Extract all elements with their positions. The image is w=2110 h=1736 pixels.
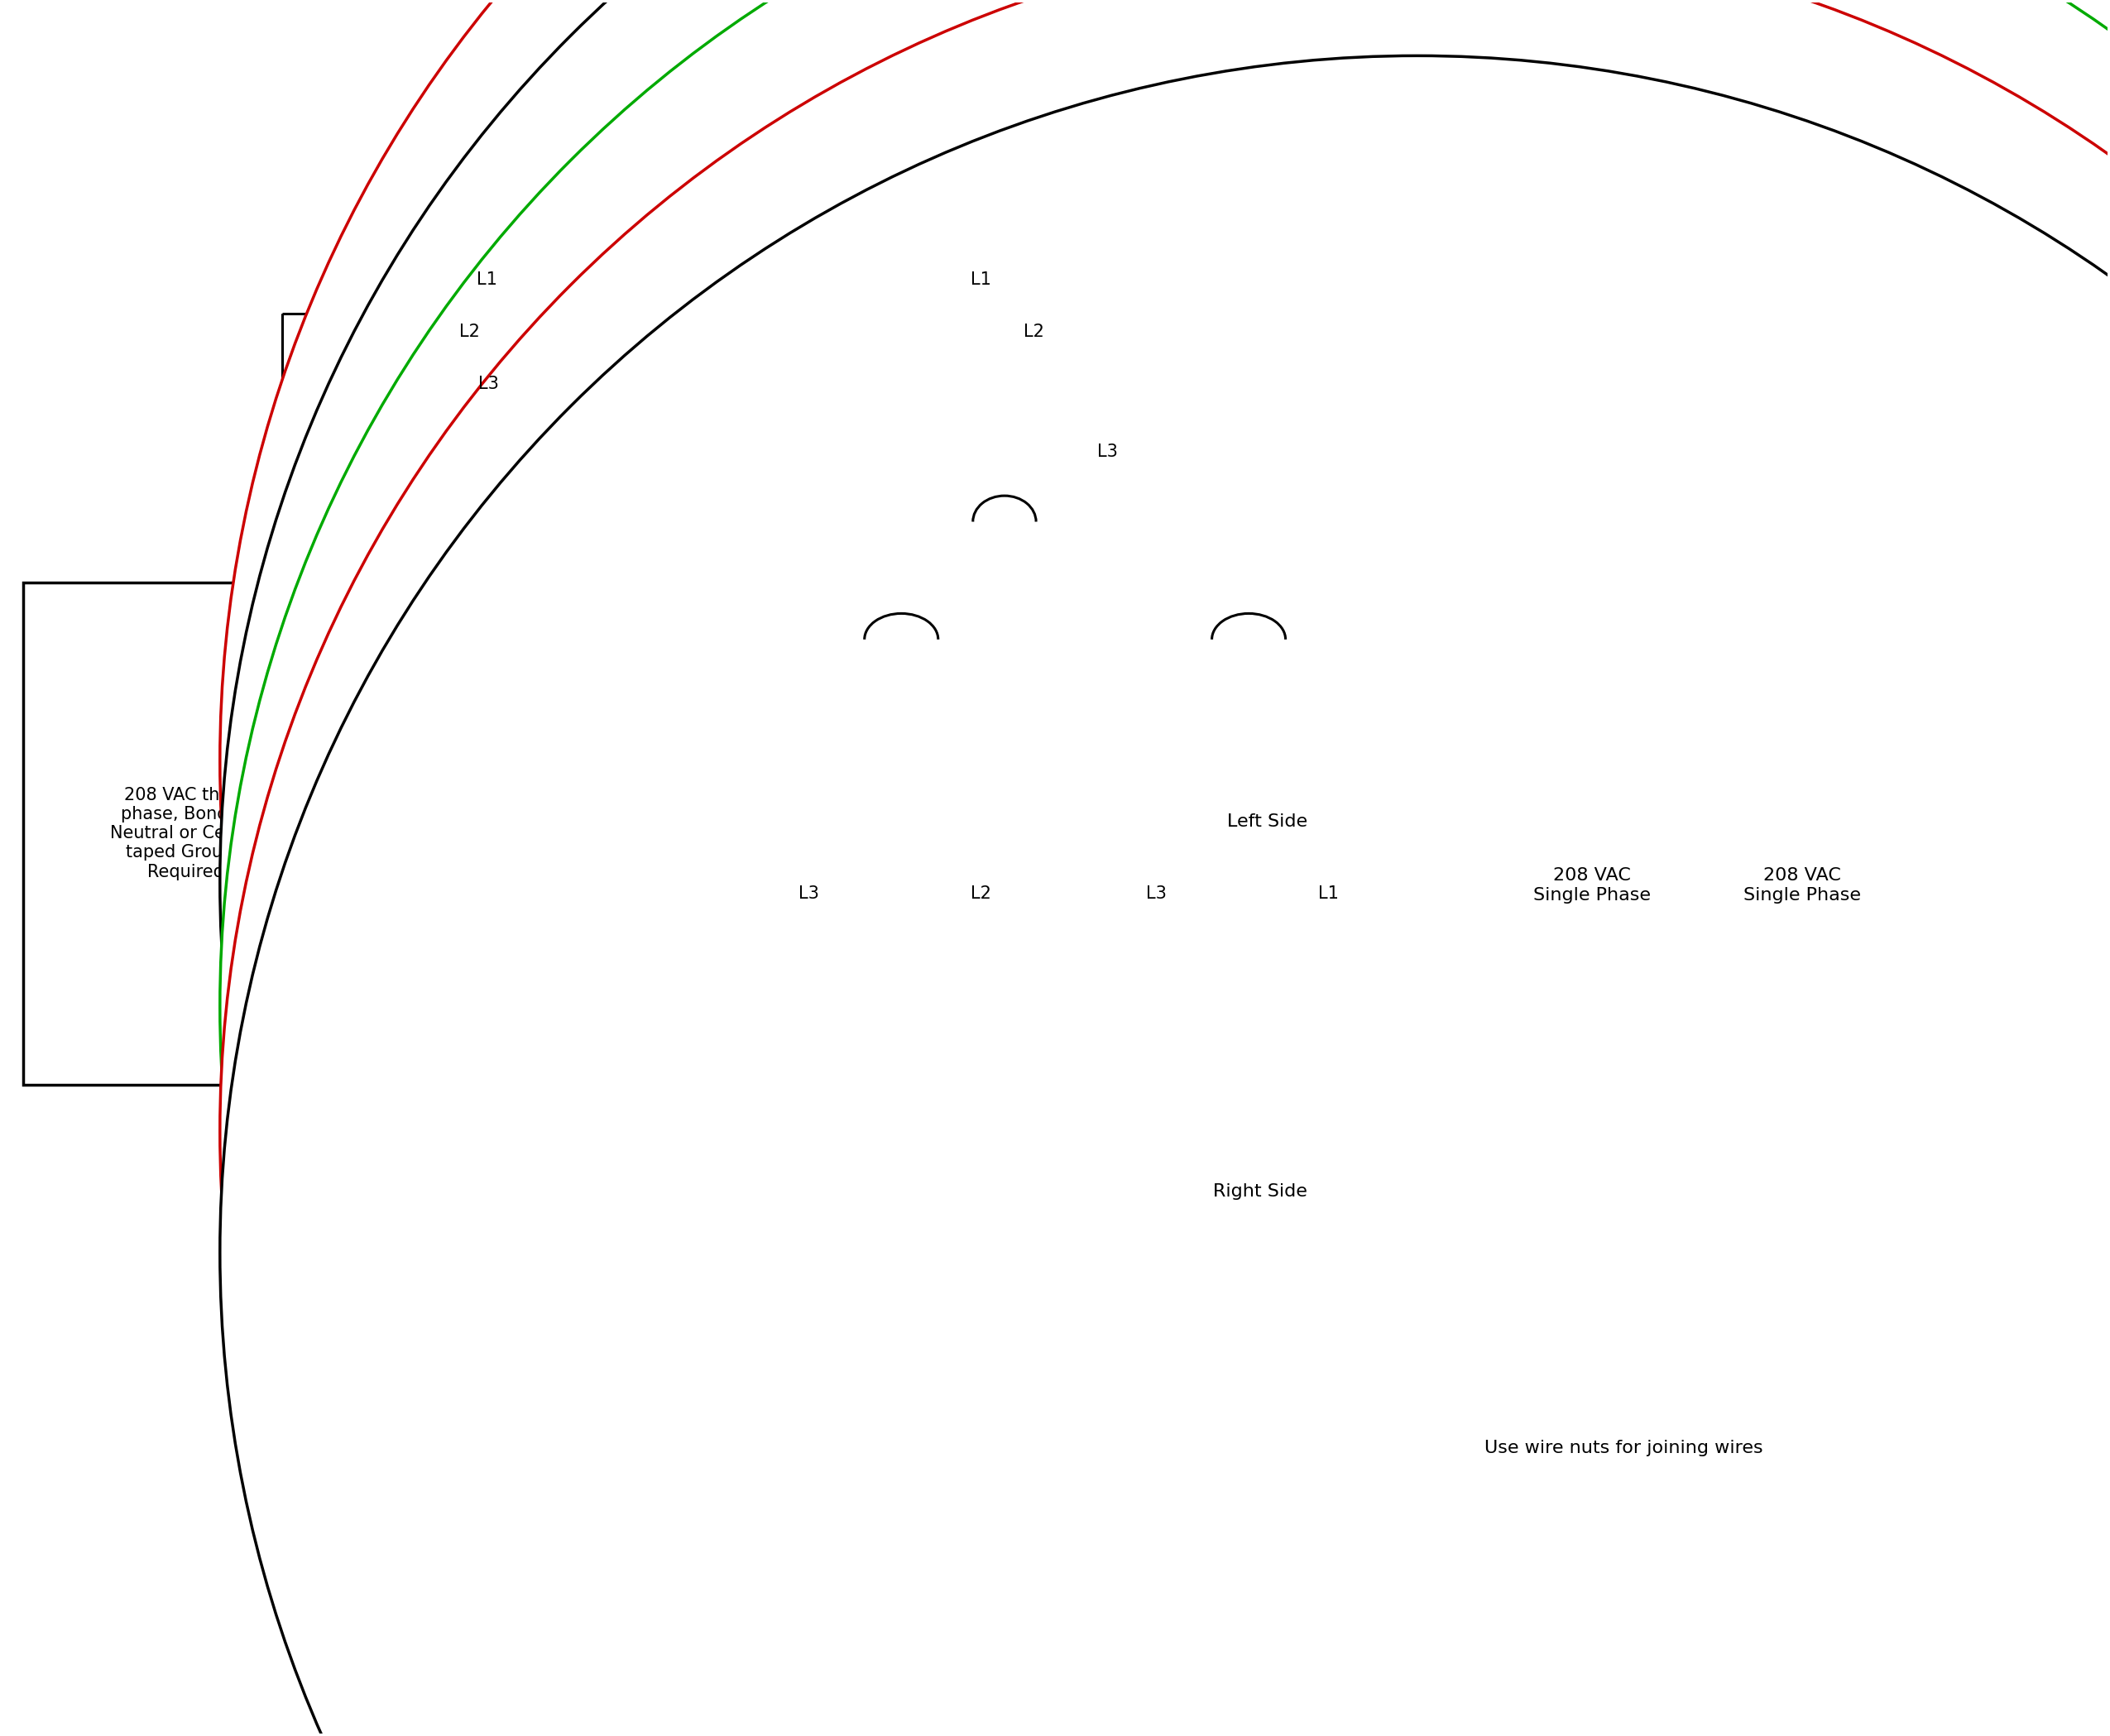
- Bar: [622, 227, 928, 488]
- Circle shape: [219, 56, 2110, 1736]
- Text: 40 A
Breaker: 40 A Breaker: [863, 717, 939, 760]
- Text: 208 VAC
Single Phase: 208 VAC Single Phase: [1534, 868, 1650, 903]
- Text: Load Service or Sub Panel: Load Service or Sub Panel: [753, 85, 1082, 109]
- Bar: [1097, 590, 1403, 851]
- Bar: [456, 141, 1770, 1569]
- Text: L2: L2: [460, 323, 479, 340]
- Text: Main
Panel: Main Panel: [749, 335, 806, 378]
- Text: L1: L1: [477, 271, 496, 288]
- Bar: [749, 590, 1055, 851]
- Circle shape: [219, 0, 2110, 1736]
- Text: L3: L3: [1146, 885, 1167, 903]
- Bar: [622, 1085, 928, 1283]
- Circle shape: [219, 0, 2110, 1736]
- Text: SemaConnect Series 7: SemaConnect Series 7: [1715, 406, 1975, 429]
- Text: L3: L3: [1097, 444, 1118, 460]
- Circle shape: [219, 0, 2110, 1736]
- Text: Right Side: Right Side: [1213, 1184, 1308, 1200]
- Bar: [23, 582, 346, 1085]
- Text: L2: L2: [1023, 323, 1044, 340]
- Text: L3: L3: [479, 375, 498, 392]
- Text: Ground
Bus: Ground Bus: [741, 1161, 812, 1205]
- Text: Left Side: Left Side: [1228, 812, 1308, 830]
- Text: 40 A
Breaker: 40 A Breaker: [1211, 717, 1287, 760]
- Text: L1: L1: [1319, 885, 1338, 903]
- Text: L1: L1: [971, 271, 992, 288]
- Bar: [1340, 686, 1498, 1387]
- Text: 208 VAC
Single Phase: 208 VAC Single Phase: [1743, 868, 1861, 903]
- Text: L2: L2: [971, 885, 992, 903]
- Text: L3: L3: [798, 885, 819, 903]
- Bar: [1601, 141, 2087, 790]
- Text: 208 VAC three
phase, Bonded
Neutral or Center
taped Ground
Required: 208 VAC three phase, Bonded Neutral or C…: [110, 786, 262, 880]
- Text: Use wire nuts for joining wires: Use wire nuts for joining wires: [1483, 1439, 1762, 1457]
- Circle shape: [219, 0, 2110, 1736]
